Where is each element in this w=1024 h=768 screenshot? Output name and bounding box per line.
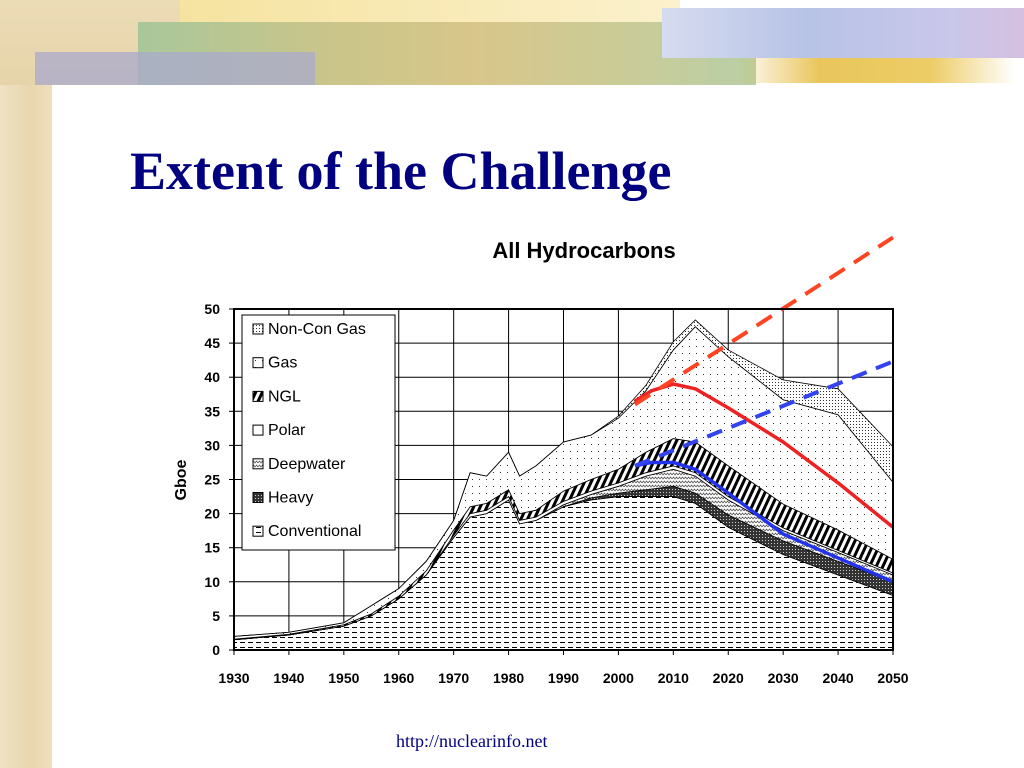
legend-box bbox=[241, 314, 396, 551]
y-axis-label: Gboe bbox=[173, 459, 190, 500]
y-tick-label: 35 bbox=[204, 403, 220, 419]
banner-strip-yellow bbox=[180, 0, 680, 22]
legend-swatch-ngl bbox=[252, 390, 264, 402]
y-tick-label: 10 bbox=[204, 574, 220, 590]
source-link[interactable]: http://nuclearinfo.net bbox=[396, 731, 548, 751]
banner-lavender-block bbox=[35, 52, 315, 85]
x-tick-label: 1940 bbox=[273, 670, 304, 686]
y-tick-label: 15 bbox=[204, 540, 220, 556]
y-tick-label: 50 bbox=[204, 301, 220, 317]
x-tick-label: 1980 bbox=[493, 670, 524, 686]
line-blue-solid bbox=[634, 460, 894, 584]
banner-blue-image bbox=[662, 8, 1024, 58]
legend-swatch-conventional bbox=[252, 525, 264, 537]
x-tick-label: 2030 bbox=[768, 670, 799, 686]
x-tick-label: 2000 bbox=[603, 670, 634, 686]
legend-swatch-heavy bbox=[252, 492, 264, 503]
y-tick-label: 30 bbox=[204, 437, 220, 453]
slide-title: Extent of the Challenge bbox=[130, 141, 672, 201]
y-tick-label: 25 bbox=[204, 472, 220, 488]
y-tick-label: 45 bbox=[204, 335, 220, 351]
x-tick-label: 1950 bbox=[328, 670, 359, 686]
line-red-solid bbox=[633, 382, 895, 529]
legend-swatch-gas bbox=[252, 357, 264, 369]
chart-title: All Hydrocarbons bbox=[492, 238, 675, 263]
legend-label: Polar bbox=[268, 422, 306, 439]
line-blue-dashed bbox=[634, 359, 894, 468]
legend-label: Non-Con Gas bbox=[268, 321, 366, 338]
legend-swatch-deepwater bbox=[252, 458, 264, 470]
legend-label: NGL bbox=[268, 388, 301, 405]
x-tick-label: 2040 bbox=[823, 670, 854, 686]
x-tick-label: 1930 bbox=[218, 670, 249, 686]
y-tick-label: 20 bbox=[204, 506, 220, 522]
legend: Non-Con Gas Gas NGL Polar Deepwater Heavy Conv… bbox=[241, 314, 396, 551]
legend-swatch-polar bbox=[252, 424, 264, 436]
legend-label: Conventional bbox=[268, 523, 361, 540]
x-tick-label: 1990 bbox=[548, 670, 579, 686]
x-tick-label: 2050 bbox=[877, 670, 908, 686]
line-red-dashed bbox=[633, 235, 895, 407]
y-tick-label: 40 bbox=[204, 369, 220, 385]
slide-parchment-strip bbox=[0, 0, 52, 768]
legend-label: Deepwater bbox=[268, 456, 346, 473]
x-tick-label: 2020 bbox=[713, 670, 744, 686]
legend-swatch-non-con-gas bbox=[252, 323, 264, 335]
x-tick-label: 1970 bbox=[438, 670, 469, 686]
legend-label: Gas bbox=[268, 355, 297, 372]
x-tick-label: 1960 bbox=[383, 670, 414, 686]
legend-label: Heavy bbox=[268, 490, 313, 507]
banner-wheat-image bbox=[735, 58, 1015, 83]
x-tick-label: 2010 bbox=[658, 670, 689, 686]
y-tick-label: 0 bbox=[212, 642, 220, 658]
y-tick-label: 5 bbox=[212, 608, 220, 624]
